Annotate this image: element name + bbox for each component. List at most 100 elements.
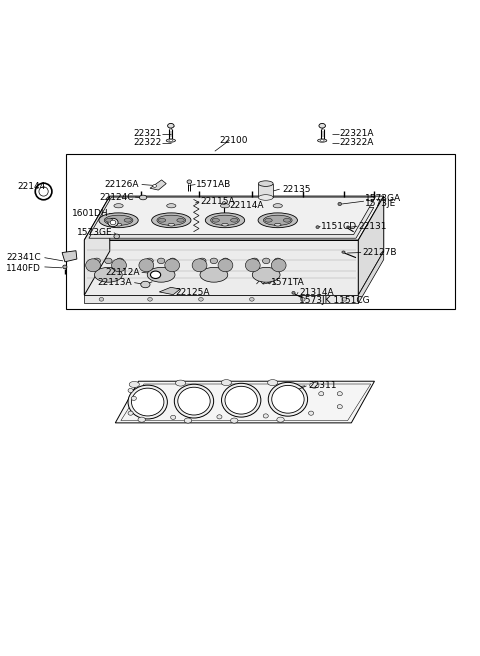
Ellipse shape bbox=[337, 392, 342, 396]
Text: 22100: 22100 bbox=[219, 136, 248, 144]
Ellipse shape bbox=[316, 226, 319, 228]
Ellipse shape bbox=[178, 387, 210, 415]
Ellipse shape bbox=[274, 258, 281, 264]
Ellipse shape bbox=[271, 259, 286, 272]
Ellipse shape bbox=[116, 258, 124, 264]
Polygon shape bbox=[84, 295, 358, 304]
Ellipse shape bbox=[152, 213, 191, 228]
Ellipse shape bbox=[272, 385, 304, 413]
Ellipse shape bbox=[263, 414, 268, 418]
Ellipse shape bbox=[320, 140, 324, 142]
Ellipse shape bbox=[221, 380, 231, 386]
Ellipse shape bbox=[225, 386, 257, 414]
Text: 1601DH: 1601DH bbox=[72, 209, 108, 218]
Ellipse shape bbox=[220, 204, 229, 208]
Text: 1573GE: 1573GE bbox=[77, 228, 113, 237]
Ellipse shape bbox=[108, 218, 118, 226]
Ellipse shape bbox=[230, 218, 238, 222]
Ellipse shape bbox=[192, 259, 207, 272]
Ellipse shape bbox=[139, 259, 154, 272]
Text: 22114A: 22114A bbox=[229, 201, 264, 210]
Ellipse shape bbox=[211, 215, 240, 226]
Ellipse shape bbox=[169, 140, 173, 142]
Ellipse shape bbox=[258, 195, 273, 200]
Text: 22144: 22144 bbox=[18, 182, 46, 191]
Ellipse shape bbox=[167, 204, 176, 208]
Ellipse shape bbox=[104, 215, 133, 226]
Text: 22125A: 22125A bbox=[176, 288, 210, 297]
Text: 22321: 22321 bbox=[133, 129, 162, 138]
Polygon shape bbox=[84, 196, 110, 295]
Text: 22131: 22131 bbox=[358, 222, 387, 231]
Ellipse shape bbox=[258, 213, 298, 228]
Ellipse shape bbox=[138, 417, 145, 422]
Ellipse shape bbox=[263, 258, 270, 264]
Text: 22113A: 22113A bbox=[98, 278, 132, 287]
Ellipse shape bbox=[318, 139, 327, 142]
Ellipse shape bbox=[168, 223, 175, 226]
Ellipse shape bbox=[309, 411, 313, 415]
Text: 21314A: 21314A bbox=[299, 288, 334, 297]
Ellipse shape bbox=[218, 259, 233, 272]
Polygon shape bbox=[84, 196, 384, 240]
Ellipse shape bbox=[342, 251, 345, 253]
Ellipse shape bbox=[114, 204, 123, 208]
Ellipse shape bbox=[170, 415, 176, 419]
Ellipse shape bbox=[86, 259, 100, 272]
Ellipse shape bbox=[106, 218, 113, 222]
Ellipse shape bbox=[338, 202, 342, 205]
Ellipse shape bbox=[151, 271, 161, 279]
Ellipse shape bbox=[267, 380, 278, 386]
Ellipse shape bbox=[168, 123, 174, 128]
Ellipse shape bbox=[39, 187, 48, 196]
Ellipse shape bbox=[245, 259, 260, 272]
Polygon shape bbox=[62, 251, 77, 262]
Text: 22112A: 22112A bbox=[105, 268, 140, 277]
Ellipse shape bbox=[277, 417, 284, 422]
Bar bbox=[66, 154, 455, 310]
Polygon shape bbox=[159, 287, 180, 295]
Text: 22127B: 22127B bbox=[362, 248, 396, 257]
Text: 1151CD: 1151CD bbox=[321, 222, 358, 231]
Ellipse shape bbox=[342, 297, 347, 301]
Ellipse shape bbox=[174, 384, 214, 418]
Ellipse shape bbox=[273, 204, 282, 208]
Ellipse shape bbox=[158, 218, 166, 222]
Ellipse shape bbox=[128, 388, 133, 392]
Ellipse shape bbox=[99, 213, 138, 228]
Text: 22322: 22322 bbox=[133, 138, 162, 148]
Ellipse shape bbox=[132, 388, 164, 416]
Ellipse shape bbox=[310, 382, 319, 388]
Ellipse shape bbox=[268, 382, 308, 416]
Ellipse shape bbox=[124, 218, 132, 222]
Ellipse shape bbox=[230, 418, 238, 423]
Ellipse shape bbox=[283, 218, 291, 222]
Ellipse shape bbox=[319, 123, 325, 128]
Polygon shape bbox=[89, 207, 374, 238]
Ellipse shape bbox=[148, 297, 152, 301]
Ellipse shape bbox=[99, 297, 104, 301]
Text: 1573GA: 1573GA bbox=[365, 194, 401, 203]
Ellipse shape bbox=[210, 258, 217, 264]
Ellipse shape bbox=[128, 411, 133, 415]
Ellipse shape bbox=[157, 258, 165, 264]
Ellipse shape bbox=[200, 268, 228, 282]
Ellipse shape bbox=[265, 218, 272, 222]
Ellipse shape bbox=[176, 380, 186, 386]
Ellipse shape bbox=[217, 415, 222, 419]
Ellipse shape bbox=[222, 383, 261, 417]
Ellipse shape bbox=[264, 215, 292, 226]
Text: 22115A: 22115A bbox=[200, 197, 235, 206]
Text: 1140FD: 1140FD bbox=[6, 264, 41, 274]
Bar bbox=[258, 184, 273, 197]
Ellipse shape bbox=[165, 259, 180, 272]
Polygon shape bbox=[84, 240, 358, 295]
Text: 1573JE: 1573JE bbox=[365, 199, 396, 209]
Ellipse shape bbox=[115, 223, 122, 226]
Polygon shape bbox=[115, 381, 374, 423]
Ellipse shape bbox=[93, 258, 100, 264]
Ellipse shape bbox=[250, 297, 254, 301]
Ellipse shape bbox=[275, 223, 281, 226]
Ellipse shape bbox=[177, 218, 184, 222]
Ellipse shape bbox=[252, 268, 280, 282]
